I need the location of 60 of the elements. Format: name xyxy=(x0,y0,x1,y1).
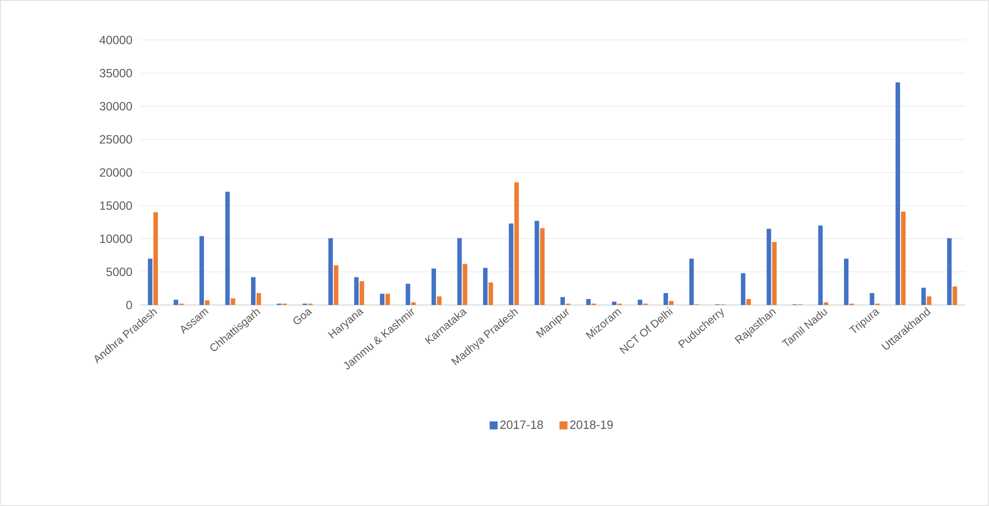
bar xyxy=(462,264,468,305)
bar xyxy=(360,281,364,305)
bar xyxy=(436,296,442,305)
bar xyxy=(870,293,874,305)
bar xyxy=(380,294,384,305)
bar xyxy=(508,224,514,305)
bar xyxy=(328,238,333,305)
bar xyxy=(174,300,178,305)
bar xyxy=(772,242,777,305)
y-tick-label: 30000 xyxy=(100,102,132,110)
bar xyxy=(153,212,158,305)
y-tick-label: 35000 xyxy=(100,68,132,78)
bar xyxy=(664,293,668,305)
bar xyxy=(199,236,204,305)
bar xyxy=(431,268,436,305)
bar xyxy=(540,228,545,305)
bar xyxy=(251,277,256,305)
bar xyxy=(746,299,751,305)
bar xyxy=(844,258,848,305)
bar xyxy=(354,277,359,305)
legend-label: 2018-19 xyxy=(570,420,613,429)
bar xyxy=(334,265,338,305)
y-tick-label: 25000 xyxy=(100,135,132,144)
bar xyxy=(385,294,390,305)
bar xyxy=(230,298,236,305)
bar xyxy=(824,302,828,305)
y-tick-label: 10000 xyxy=(100,234,132,243)
bar xyxy=(148,258,152,305)
bar xyxy=(638,300,642,305)
y-tick-label: 40000 xyxy=(100,36,132,44)
bar xyxy=(406,284,410,305)
bar xyxy=(926,296,932,305)
bar xyxy=(560,297,565,305)
bar xyxy=(952,286,958,305)
x-tick-label: Goa xyxy=(293,309,312,324)
legend-label: 2017-18 xyxy=(500,420,543,429)
y-tick-label: 20000 xyxy=(100,168,132,177)
bar xyxy=(483,268,488,305)
bar xyxy=(586,299,591,305)
bar xyxy=(612,302,616,305)
bar xyxy=(488,282,494,305)
bar xyxy=(256,293,262,305)
y-tick-label: 0 xyxy=(126,300,132,310)
y-tick-label: 5000 xyxy=(106,268,132,276)
bar xyxy=(947,238,952,305)
bar xyxy=(669,301,674,305)
bar xyxy=(901,212,906,305)
bar xyxy=(411,302,416,305)
bar xyxy=(204,300,210,305)
bar xyxy=(766,228,772,305)
y-tick-label: 15000 xyxy=(100,201,132,210)
bar xyxy=(225,192,230,305)
bar xyxy=(921,288,926,305)
bar xyxy=(896,82,900,305)
bar xyxy=(689,258,694,305)
bar xyxy=(514,182,519,305)
bar xyxy=(457,238,462,305)
bar xyxy=(740,273,746,305)
bar xyxy=(818,225,823,305)
bar xyxy=(534,220,540,305)
